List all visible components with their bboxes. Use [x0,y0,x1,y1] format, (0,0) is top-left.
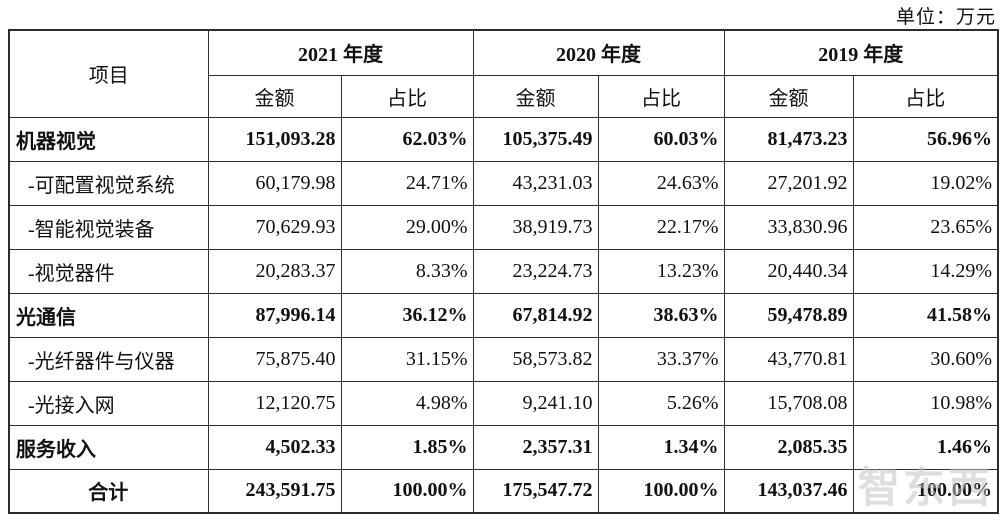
amount-cell: 175,547.72 [472,468,599,514]
amount-cell: 43,231.03 [472,160,599,206]
year-header-2019: 2019 年度 [723,29,999,76]
ratio-cell: 22.17% [597,204,725,250]
ratio-cell: 23.65% [852,204,999,250]
ratio-header-2019: 占比 [852,74,999,118]
amount-cell: 67,814.92 [472,292,599,338]
table-row: 机器视觉 151,093.28 62.03% 105,375.49 60.03% 81,4… [8,116,999,162]
amount-cell: 4,502.33 [207,424,342,470]
amount-cell: 38,919.73 [472,204,599,250]
ratio-cell: 1.85% [340,424,474,470]
ratio-cell: 29.00% [340,204,474,250]
amount-header-2020: 金额 [472,74,599,118]
amount-header-2021: 金额 [207,74,342,118]
ratio-cell: 33.37% [597,336,725,382]
year-header-2021: 2021 年度 [207,29,474,76]
ratio-cell: 4.98% [340,380,474,426]
row-label: -智能视觉装备 [8,204,209,250]
ratio-cell: 1.34% [597,424,725,470]
year-header-row: 项目 2021 年度 2020 年度 2019 年度 [8,29,999,118]
amount-cell: 58,573.82 [472,336,599,382]
ratio-cell: 14.29% [852,248,999,294]
ratio-cell: 100.00% [340,468,474,514]
row-label: 合计 [8,468,209,514]
amount-cell: 75,875.40 [207,336,342,382]
table-row: 合计 243,591.75 100.00% 175,547.72 100.00% 143,… [8,468,999,514]
amount-cell: 9,241.10 [472,380,599,426]
amount-cell: 20,283.37 [207,248,342,294]
table-row: 服务收入 4,502.33 1.85% 2,357.31 1.34% 2,085.35 1.… [8,424,999,470]
ratio-cell: 24.71% [340,160,474,206]
amount-cell: 105,375.49 [472,116,599,162]
table-row: -光纤器件与仪器 75,875.40 31.15% 58,573.82 33.37% 43… [8,336,999,382]
ratio-cell: 56.96% [852,116,999,162]
amount-cell: 33,830.96 [723,204,854,250]
ratio-cell: 62.03% [340,116,474,162]
row-label: 光通信 [8,292,209,338]
table-row: -可配置视觉系统 60,179.98 24.71% 43,231.03 24.63% 27… [8,160,999,206]
ratio-cell: 19.02% [852,160,999,206]
ratio-cell: 5.26% [597,380,725,426]
amount-cell: 20,440.34 [723,248,854,294]
amount-cell: 15,708.08 [723,380,854,426]
row-label: -可配置视觉系统 [8,160,209,206]
ratio-cell: 31.15% [340,336,474,382]
ratio-cell: 13.23% [597,248,725,294]
amount-cell: 151,093.28 [207,116,342,162]
amount-cell: 59,478.89 [723,292,854,338]
amount-cell: 2,085.35 [723,424,854,470]
amount-cell: 43,770.81 [723,336,854,382]
table-row: -视觉器件 20,283.37 8.33% 23,224.73 13.23% 20,440… [8,248,999,294]
ratio-cell: 36.12% [340,292,474,338]
item-column-header: 项目 [8,29,209,118]
table-row: -光接入网 12,120.75 4.98% 9,241.10 5.26% 15,708.0… [8,380,999,426]
row-label: 服务收入 [8,424,209,470]
amount-cell: 81,473.23 [723,116,854,162]
year-header-2020: 2020 年度 [472,29,725,76]
sub-header-row: 金额 占比 金额 占比 金额 占比 [9,74,999,118]
amount-cell: 70,629.93 [207,204,342,250]
ratio-header-2021: 占比 [340,74,474,118]
table-row: 光通信 87,996.14 36.12% 67,814.92 38.63% 59,478.… [8,292,999,338]
amount-cell: 27,201.92 [723,160,854,206]
amount-cell: 143,037.46 [723,468,854,514]
ratio-cell: 1.46% [852,424,999,470]
ratio-header-2020: 占比 [597,74,725,118]
table-body: 机器视觉 151,093.28 62.03% 105,375.49 60.03% 81,4… [8,116,999,514]
ratio-cell: 60.03% [597,116,725,162]
ratio-cell: 41.58% [852,292,999,338]
ratio-cell: 10.98% [852,380,999,426]
table-row: -智能视觉装备 70,629.93 29.00% 38,919.73 22.17% 33,… [8,204,999,250]
amount-cell: 87,996.14 [207,292,342,338]
row-label: 机器视觉 [8,116,209,162]
ratio-cell: 30.60% [852,336,999,382]
ratio-cell: 100.00% [597,468,725,514]
table-header: 项目 2021 年度 2020 年度 2019 年度 金额 占比 金额 占比 金… [8,29,999,118]
row-label: -光纤器件与仪器 [8,336,209,382]
row-label: -视觉器件 [8,248,209,294]
ratio-cell: 38.63% [597,292,725,338]
row-label: -光接入网 [8,380,209,426]
ratio-cell: 24.63% [597,160,725,206]
amount-cell: 12,120.75 [207,380,342,426]
amount-cell: 243,591.75 [207,468,342,514]
amount-cell: 23,224.73 [472,248,599,294]
unit-label: 单位：万元 [895,7,996,28]
amount-cell: 2,357.31 [472,424,599,470]
revenue-breakdown-table: 项目 2021 年度 2020 年度 2019 年度 金额 占比 金额 占比 金… [8,29,999,514]
ratio-cell: 8.33% [340,248,474,294]
amount-header-2019: 金额 [723,74,854,118]
ratio-cell: 100.00% [852,468,999,514]
amount-cell: 60,179.98 [207,160,342,206]
